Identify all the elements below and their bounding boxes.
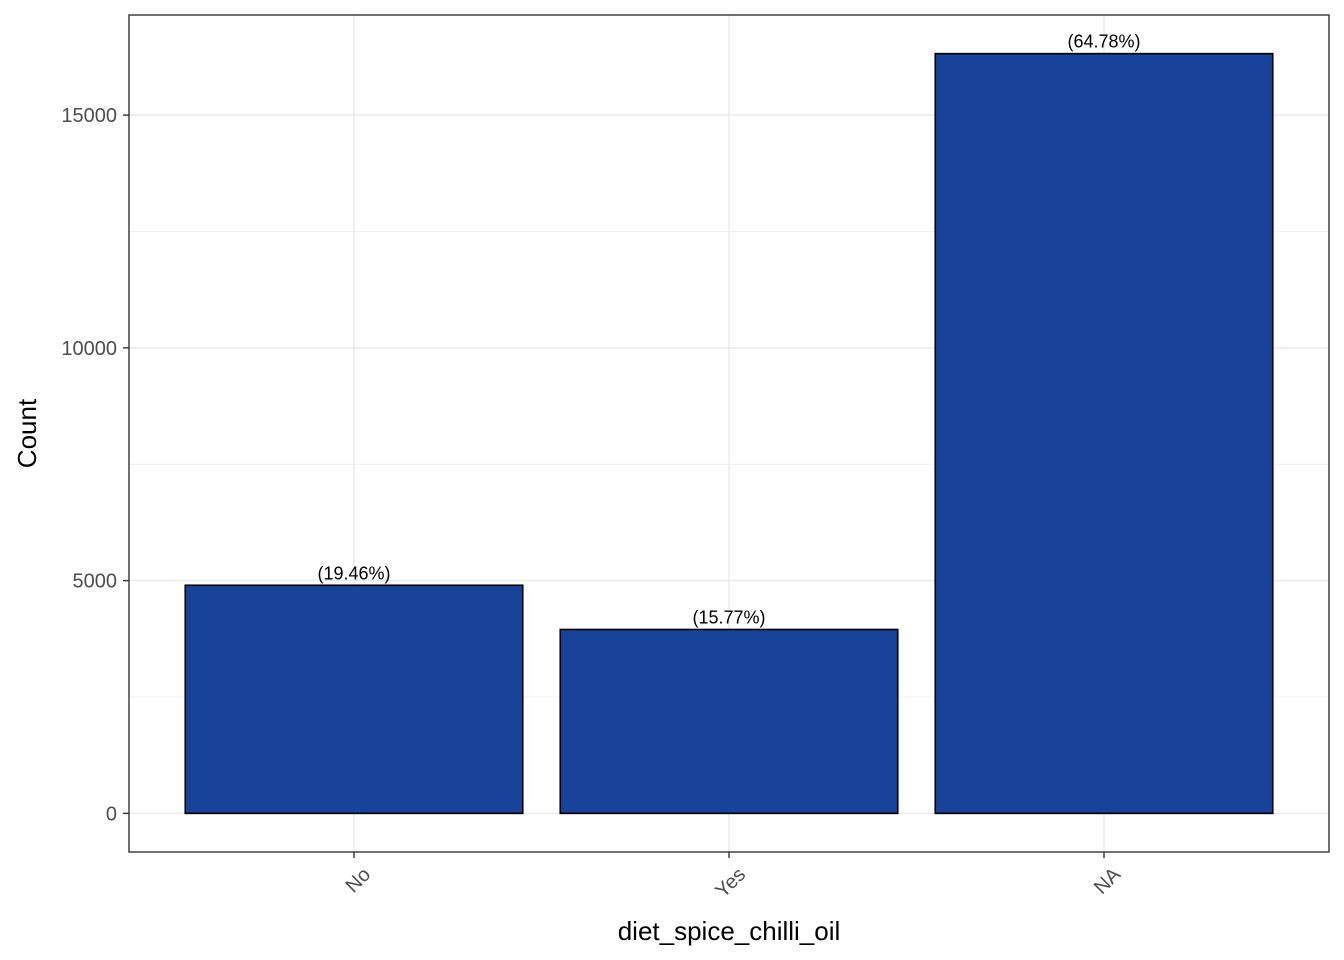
bar-label: (64.78%): [1067, 32, 1140, 52]
bar-no: [184, 584, 524, 815]
bar-label: (15.77%): [692, 607, 765, 627]
x-axis-title: diet_spice_chilli_oil: [618, 916, 841, 946]
y-axis-title: Count: [12, 398, 42, 468]
bars: [184, 52, 1274, 815]
y-tick-label: 15000: [61, 105, 117, 127]
y-tick-label: 0: [106, 803, 117, 825]
bar-yes: [559, 628, 899, 815]
bar-labels: (19.46%) (15.77%) (64.78%): [317, 32, 1140, 628]
y-tick-label: 10000: [61, 338, 117, 360]
y-tick-label: 5000: [73, 571, 118, 593]
y-axis: 0 5000 10000 15000: [61, 105, 129, 825]
bar-label: (19.46%): [317, 563, 390, 583]
bar-na: [934, 52, 1274, 815]
